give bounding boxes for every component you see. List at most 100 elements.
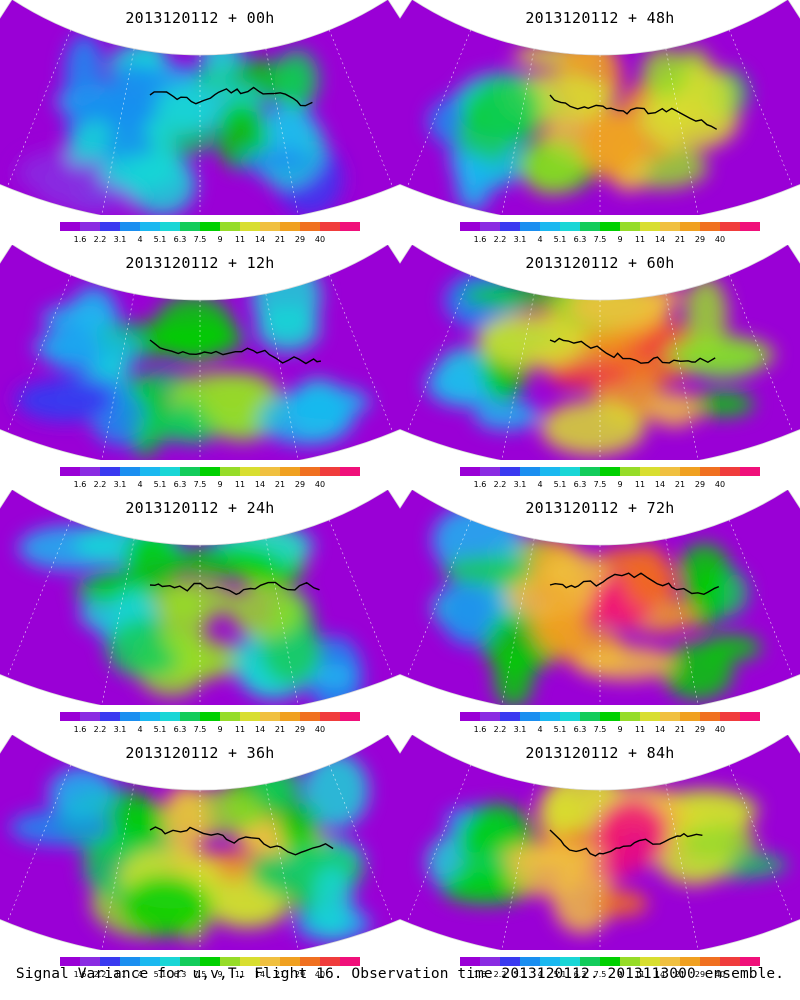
colorbar-swatch — [100, 712, 121, 721]
colorbar-swatch — [740, 712, 760, 721]
colorbar-label: 2.2 — [494, 480, 507, 489]
colorbar-swatch — [540, 222, 561, 231]
colorbar-swatch — [480, 222, 501, 231]
colorbar-label: 21 — [675, 725, 685, 734]
colorbar-label: 2.2 — [494, 970, 507, 979]
colorbar-swatch — [80, 222, 101, 231]
colorbar-label: 4 — [537, 235, 542, 244]
colorbar-label: 7.5 — [194, 970, 207, 979]
colorbar-swatch — [720, 712, 741, 721]
colorbar-label: 11 — [635, 725, 645, 734]
colorbar-label: 3.1 — [114, 480, 127, 489]
colorbar-label: 29 — [295, 235, 305, 244]
panel-title: 2013120112 + 60h — [525, 254, 675, 272]
colorbar-swatch — [340, 467, 360, 476]
colorbar-label: 1.6 — [474, 725, 487, 734]
colorbar-label: 4 — [537, 725, 542, 734]
colorbar-label: 14 — [255, 725, 265, 734]
colorbar-label: 3.1 — [114, 725, 127, 734]
colorbar-label: 11 — [235, 725, 245, 734]
colorbar-label: 29 — [295, 480, 305, 489]
colorbar-label: 9 — [217, 725, 222, 734]
colorbar-swatch — [60, 222, 81, 231]
forecast-map — [0, 490, 400, 705]
colorbar-label: 21 — [675, 235, 685, 244]
colorbar-swatch — [160, 957, 181, 966]
colorbar-label: 9 — [217, 235, 222, 244]
colorbar-swatch — [660, 957, 681, 966]
colorbar-swatch — [680, 712, 701, 721]
colorbar-swatch — [220, 467, 241, 476]
panel-title: 2013120112 + 48h — [525, 9, 675, 27]
colorbar-swatch — [340, 712, 360, 721]
colorbar-swatch — [80, 712, 101, 721]
colorbar-label: 1.6 — [474, 480, 487, 489]
colorbar-label: 6.3 — [574, 480, 587, 489]
colorbar-label: 9 — [217, 970, 222, 979]
colorbar-swatch — [160, 467, 181, 476]
colorbar-label: 1.6 — [74, 480, 87, 489]
colorbar-swatch — [260, 957, 281, 966]
colorbar-swatch — [580, 957, 601, 966]
colorbar-label: 29 — [295, 725, 305, 734]
colorbar-swatch — [280, 957, 301, 966]
colorbar-label: 2.2 — [94, 725, 107, 734]
colorbar-label: 29 — [695, 480, 705, 489]
colorbar: 1.6 2.2 3.1 4 5.1 6.3 7.5 9 11 14 21 29 40 — [460, 712, 760, 734]
colorbar-swatch — [600, 467, 621, 476]
colorbar: 1.6 2.2 3.1 4 5.1 6.3 7.5 9 11 14 21 29 40 — [460, 957, 760, 979]
colorbar-swatch — [740, 467, 760, 476]
colorbar-swatch — [320, 222, 341, 231]
colorbar-label: 3.1 — [514, 970, 527, 979]
forecast-map — [0, 735, 400, 950]
colorbar-swatch — [340, 222, 360, 231]
colorbar-swatch — [640, 467, 661, 476]
colorbar-swatch — [320, 957, 341, 966]
colorbar-swatch — [120, 467, 141, 476]
colorbar-label: 4 — [137, 235, 142, 244]
colorbar-label: 21 — [275, 235, 285, 244]
colorbar-label: 40 — [315, 480, 325, 489]
colorbar-label: 5.1 — [154, 235, 167, 244]
colorbar-swatch — [600, 957, 621, 966]
colorbar-label: 9 — [617, 970, 622, 979]
colorbar-label: 3.1 — [114, 235, 127, 244]
colorbar-label: 29 — [695, 235, 705, 244]
colorbar-swatch — [140, 712, 161, 721]
colorbar-swatch — [260, 467, 281, 476]
colorbar: 1.6 2.2 3.1 4 5.1 6.3 7.5 9 11 14 21 29 40 — [60, 222, 360, 244]
colorbar-swatch — [480, 712, 501, 721]
colorbar-label: 7.5 — [594, 725, 607, 734]
colorbar-swatch — [720, 957, 741, 966]
colorbar-label: 11 — [635, 480, 645, 489]
colorbar-label: 7.5 — [594, 235, 607, 244]
colorbar-swatch — [280, 712, 301, 721]
forecast-map — [0, 245, 400, 460]
colorbar-label: 7.5 — [194, 235, 207, 244]
colorbar-label: 9 — [217, 480, 222, 489]
colorbar-label: 2.2 — [494, 725, 507, 734]
colorbar-label: 9 — [617, 725, 622, 734]
colorbar-label: 9 — [617, 235, 622, 244]
colorbar-label: 6.3 — [174, 235, 187, 244]
colorbar-swatch — [60, 957, 81, 966]
colorbar-label: 11 — [235, 970, 245, 979]
colorbar-swatch — [180, 712, 201, 721]
colorbar-swatch — [320, 712, 341, 721]
colorbar-label: 5.1 — [554, 235, 567, 244]
colorbar-label: 4 — [137, 480, 142, 489]
colorbar-swatch — [140, 957, 161, 966]
colorbar-label: 1.6 — [474, 235, 487, 244]
map-panel: 2013120112 + 84h 1.6 2.2 3.1 4 5.1 6.3 7.5 9 11 14… — [400, 735, 800, 980]
colorbar-swatch — [680, 957, 701, 966]
colorbar-swatch — [500, 222, 521, 231]
colorbar-label: 4 — [137, 970, 142, 979]
colorbar-swatch — [620, 712, 641, 721]
colorbar-swatch — [200, 957, 221, 966]
colorbar-label: 1.6 — [74, 725, 87, 734]
forecast-map — [0, 0, 400, 215]
colorbar-label: 9 — [617, 480, 622, 489]
colorbar: 1.6 2.2 3.1 4 5.1 6.3 7.5 9 11 14 21 29 40 — [60, 957, 360, 979]
colorbar-label: 14 — [255, 970, 265, 979]
colorbar-swatch — [500, 712, 521, 721]
